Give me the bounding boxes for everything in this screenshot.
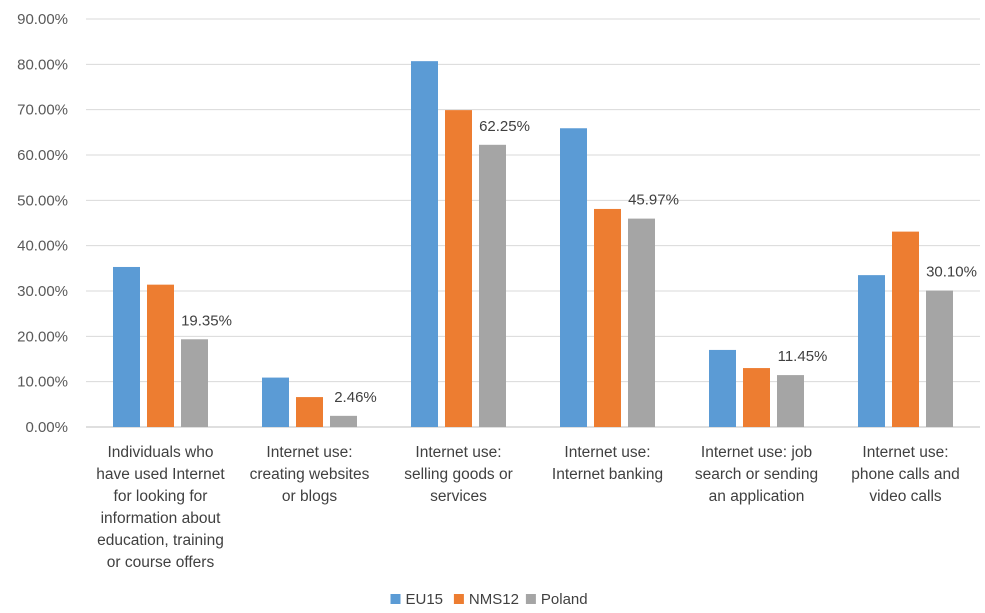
bars (113, 61, 953, 428)
x-category-label: Internet use: phone calls and video calls (851, 444, 960, 505)
bar-poland (777, 375, 804, 427)
gridlines (86, 18, 980, 428)
bar-eu15 (560, 128, 587, 427)
legend-swatch-poland (525, 594, 536, 604)
bar-nms12 (445, 110, 472, 428)
bar-nms12 (892, 231, 919, 427)
x-category-label: Internet use: job search or sending an app… (695, 444, 818, 505)
legend-swatch-nms12 (453, 594, 464, 604)
legend-label-eu15: EU15 (406, 591, 444, 608)
bar-poland (330, 415, 357, 427)
y-axis-ticks: 0.00% 10.00% 20.00% 30.00% 40.00% 50.00% 60.00… (17, 11, 68, 436)
data-labels: 19.35% 2.46% 62.25% 45.97% 11.45% 30.10% (181, 118, 977, 406)
bar-eu15 (411, 61, 438, 427)
bar-poland (628, 218, 655, 427)
y-tick-label: 70.00% (17, 102, 68, 119)
x-category-label: Internet use: creating websites or blogs (250, 444, 370, 505)
data-label: 45.97% (628, 192, 679, 209)
y-tick-label: 30.00% (17, 283, 68, 300)
bar-eu15 (262, 377, 289, 427)
bar-nms12 (594, 208, 621, 427)
legend-label-nms12: NMS12 (469, 591, 519, 608)
y-tick-label: 20.00% (17, 328, 68, 345)
data-label: 19.35% (181, 312, 232, 329)
data-label: 2.46% (334, 389, 377, 406)
bar-poland (926, 290, 953, 427)
x-category-label: Internet use: selling goods or services (404, 444, 513, 505)
legend: EU15 NMS12 Poland (390, 591, 588, 608)
legend-label-poland: Poland (541, 591, 588, 608)
data-label: 11.45% (778, 348, 828, 365)
data-label: 62.25% (479, 118, 530, 135)
bar-nms12 (296, 397, 323, 427)
y-tick-label: 10.00% (17, 374, 68, 391)
y-tick-label: 80.00% (17, 56, 68, 73)
y-tick-label: 90.00% (17, 11, 68, 28)
y-tick-label: 50.00% (17, 192, 68, 209)
x-category-label: Internet use: Internet banking (552, 444, 663, 483)
bar-nms12 (147, 284, 174, 427)
bar-nms12 (743, 368, 770, 427)
bar-poland (181, 339, 208, 427)
bar-eu15 (858, 275, 885, 427)
bar-poland (479, 144, 506, 428)
legend-swatch-eu15 (390, 594, 401, 604)
bar-eu15 (709, 349, 736, 427)
x-category-label: Individuals who have used Internet for loo… (96, 444, 225, 571)
y-tick-label: 40.00% (17, 238, 68, 255)
y-tick-label: 60.00% (17, 147, 68, 164)
x-axis-categories: Individuals who have used Internet for loo… (96, 444, 960, 571)
y-tick-label: 0.00% (25, 419, 68, 436)
bar-eu15 (113, 266, 140, 427)
data-label: 30.10% (926, 264, 977, 281)
